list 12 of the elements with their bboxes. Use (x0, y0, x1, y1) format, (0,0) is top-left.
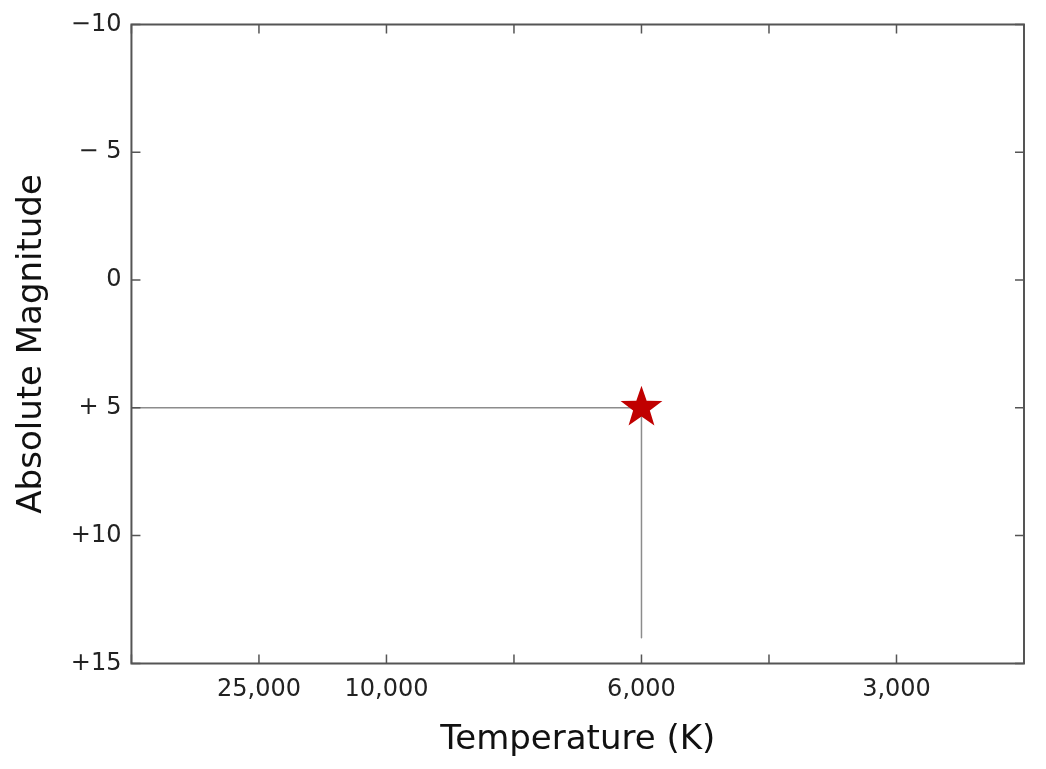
y-axis-title: Absolute Magnitude (9, 174, 50, 514)
y-tick-label: − 5 (78, 136, 122, 165)
y-tick-label: +15 (70, 647, 122, 676)
y-tick-label: −10 (70, 8, 122, 37)
x-tick-label: 25,000 (216, 674, 301, 703)
x-tick-label: 3,000 (862, 674, 931, 703)
x-tick-label: 10,000 (344, 674, 429, 703)
y-tick-label: 0 (106, 264, 122, 293)
y-tick-label: + 5 (78, 392, 122, 421)
x-axis-title: Temperature (K) (439, 717, 716, 758)
x-tick-label: 6,000 (607, 674, 676, 703)
y-tick-label: +10 (70, 519, 122, 548)
